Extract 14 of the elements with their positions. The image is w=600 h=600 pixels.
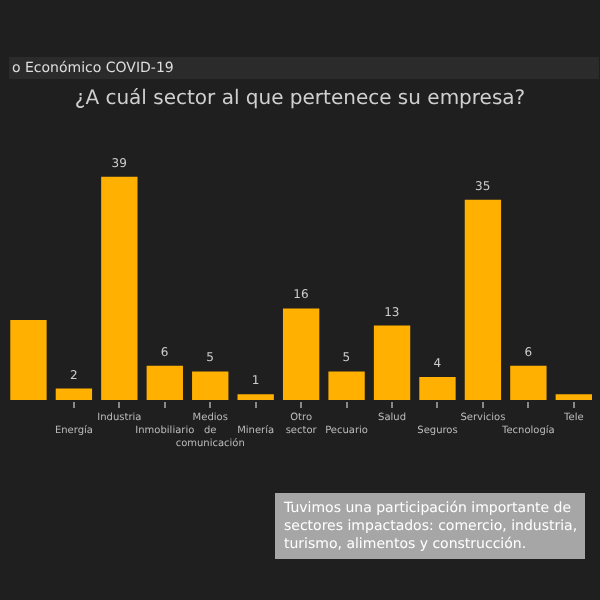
bar bbox=[146, 365, 183, 400]
bar bbox=[373, 325, 411, 400]
chart-title: ¿A cuál sector al que pertenece su empresa? bbox=[74, 88, 526, 110]
bar bbox=[328, 371, 365, 400]
bar bbox=[464, 199, 502, 400]
bar bbox=[192, 371, 229, 400]
bar bbox=[282, 308, 320, 400]
bar bbox=[101, 176, 138, 400]
bar bbox=[419, 377, 456, 400]
bar bbox=[237, 394, 274, 400]
bar bbox=[10, 319, 47, 400]
bar bbox=[510, 365, 547, 400]
bar bbox=[555, 394, 592, 400]
bar bbox=[55, 388, 93, 400]
